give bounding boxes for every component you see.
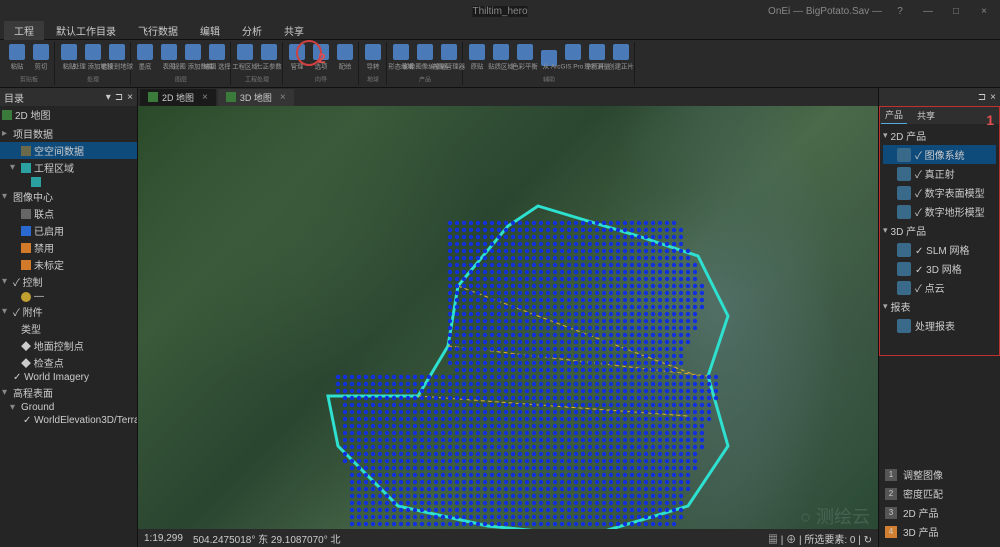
menu-tab[interactable]: 共享 [274,21,314,40]
coords-label: 504.2475018° 东 29.1087070° 北 [193,531,341,546]
menu-tab[interactable]: 分析 [232,21,272,40]
ribbon-button[interactable]: 编辑 选择 [206,43,228,73]
minimize-icon[interactable]: — [918,6,938,17]
selection-label: ▦ | ⊕ | 所选要素: 0 | ↻ [768,531,872,546]
tree-node[interactable]: ✓ WorldElevation3D/Terrain3D [0,414,137,427]
tree-root[interactable]: 2D 地图 [0,106,137,123]
ribbon-button[interactable]: 原贴 [466,43,488,73]
tree-node[interactable]: ▾✓ 附件 [0,303,137,320]
menu-bar: 工程默认工作目录飞行数据编辑分析共享 [0,22,1000,40]
map-2d-view[interactable] [138,106,878,529]
view-tab[interactable]: 3D 地图× [218,89,294,106]
tree-node[interactable]: 禁用 [0,239,137,256]
user-label: OnEi — BigPotato.Sav — [768,6,882,17]
ribbon-button[interactable]: 粘贴 [6,43,28,73]
ribbon-button[interactable]: 墨底 [134,43,156,73]
status-bar: 1:19,299 504.2475018° 东 29.1087070° 北 ▦ … [138,529,878,547]
tree-node[interactable]: ▾图像中心 [0,188,137,205]
workflow-step[interactable]: 1调整图像 [881,465,998,484]
tree-node[interactable]: 未标定 [0,256,137,273]
view-tab[interactable]: 2D 地图× [140,89,216,106]
workflow-steps: 1调整图像2密度匹配32D 产品43D 产品 [879,463,1000,543]
menu-tab[interactable]: 飞行数据 [128,21,188,40]
tree-node[interactable]: 空空间数据 [0,142,137,159]
ribbon-button[interactable]: 贴质区域 [490,43,512,73]
tree-node[interactable]: ◆ 检查点 [0,354,137,371]
tree-node[interactable]: ▾Ground [0,401,137,414]
ribbon-button[interactable]: 剪切 [30,43,52,73]
panel-pin-icon[interactable]: ⊐ [115,92,123,103]
menu-tab[interactable]: 编辑 [190,21,230,40]
tree-node[interactable]: ✓ World Imagery [0,371,137,384]
panel-close-icon[interactable]: × [127,92,133,103]
ribbon-button[interactable]: 现场测量 [586,43,608,73]
menu-tab[interactable]: 默认工作目录 [46,21,126,40]
workflow-step[interactable]: 43D 产品 [881,522,998,541]
catalog-header: 目录 ▾ ⊐ × [0,88,137,106]
tree-node[interactable]: 已启用 [0,222,137,239]
tree-node[interactable]: 类型 [0,320,137,337]
app-title: Thiltim_hero [472,6,527,17]
tree-node[interactable]: ▸项目数据 [0,125,137,142]
survey-overlay [308,196,738,529]
workflow-step[interactable]: 2密度匹配 [881,484,998,503]
ribbon-button[interactable]: 选项 [310,43,332,73]
close-icon[interactable]: × [974,6,994,17]
tree-node[interactable]: ▾高程表面 [0,384,137,401]
ribbon: 粘贴剪切剪贴板粘贴处理 添加地球链接到地球处理墨底表图规图 添加数据编辑 选择图… [0,40,1000,88]
panel-close-icon[interactable]: × [990,92,996,103]
catalog-title: 目录 [4,90,24,105]
title-bar: Thiltim_hero OnEi — BigPotato.Sav — ? — … [0,0,1000,22]
scale-label: 1:19,299 [144,533,183,544]
ribbon-button[interactable]: 规图 添加数据 [182,43,204,73]
tree-node[interactable]: ▾✓ 控制 [0,273,137,290]
ribbon-button[interactable]: 七正参数 [258,43,280,73]
annotation-box-1 [879,106,1000,356]
annotation-1: 1 [986,112,994,128]
ribbon-button[interactable]: 创建正片 [610,43,632,73]
catalog-panel: 目录 ▾ ⊐ × 2D 地图 ▸项目数据空空间数据▾工程区域 ▾图像中心联点已启用禁用… [0,88,138,547]
view-tabs: 2D 地图×3D 地图× [138,88,878,106]
tree-node[interactable] [0,176,137,188]
tree-node[interactable]: 联点 [0,205,137,222]
workflow-step[interactable]: 32D 产品 [881,503,998,522]
map-area: 2D 地图×3D 地图× 1:19,299 504.2475018° 东 29.… [138,88,878,547]
panel-menu-icon[interactable]: ▾ [106,92,111,103]
maximize-icon[interactable]: □ [946,6,966,17]
ribbon-button[interactable]: 导转 [362,43,384,73]
panel-pin-icon[interactable]: ⊐ [978,92,986,103]
ribbon-button[interactable]: 配给 [334,43,356,73]
ribbon-button[interactable]: 从 ArcGIS Pro 中打开 [562,43,584,73]
ribbon-button[interactable]: 色彩平衡 [514,43,536,73]
menu-tab[interactable]: 工程 [4,21,44,40]
ribbon-button[interactable]: 控制管理器 [438,43,460,73]
ribbon-button[interactable]: 链接到地球 [106,43,128,73]
ribbon-button[interactable]: 工程区域 [234,43,256,73]
tree-node[interactable]: ▾工程区域 [0,159,137,176]
tree-node[interactable]: — [0,290,137,303]
tree-node[interactable]: ◆ 地面控制点 [0,337,137,354]
products-panel: ⊐× 产品共享 1 ▾ 2D 产品 ✓ 图像系统✓ 真正射✓ 数字表面模型✓ 数… [878,88,1000,547]
help-icon[interactable]: ? [890,6,910,17]
ribbon-button[interactable]: 管理 [286,43,308,73]
